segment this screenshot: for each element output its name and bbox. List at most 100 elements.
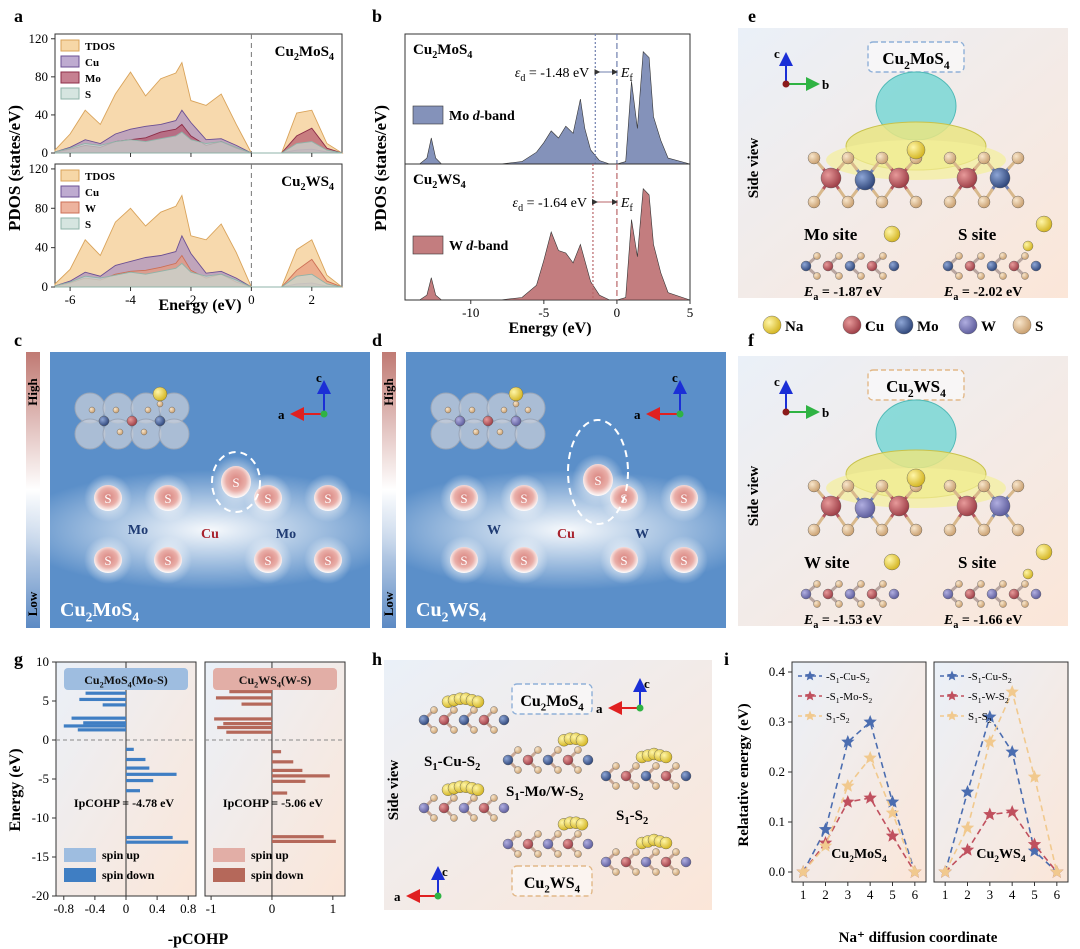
barrier-point	[863, 751, 877, 764]
s-lobe	[314, 547, 342, 573]
cohp-w-plot: Cu2WS4(W-S) IpCOHP = -5.06 eV spin up spin …	[204, 661, 346, 916]
s-atom	[1021, 600, 1029, 608]
s-atom	[514, 766, 522, 774]
barrier-point	[841, 779, 855, 792]
s-atom	[977, 523, 991, 537]
s-atom	[156, 400, 164, 408]
metal-atom	[986, 260, 998, 272]
metal-atom	[562, 754, 574, 766]
s-atom	[672, 762, 680, 770]
legend-label-w: W	[85, 203, 96, 215]
pdos-ylabel-a: PDOS (states/eV)	[5, 105, 24, 231]
s-atom	[875, 151, 889, 165]
na-atom	[883, 553, 901, 571]
pdos-area-s	[54, 131, 343, 154]
s-atom	[857, 580, 865, 588]
cohp-bar	[271, 760, 294, 764]
cohp-bar	[271, 768, 303, 773]
metal-atom	[866, 260, 878, 272]
cohp-bar	[102, 703, 126, 707]
legend-label: S1-S2	[968, 711, 992, 725]
metal-atom	[502, 754, 514, 766]
s-label: S	[264, 491, 271, 506]
path-label-3: S1-S2	[616, 808, 648, 827]
spin-down-swatch	[213, 868, 245, 882]
s-atom	[430, 706, 438, 714]
s-lobe	[154, 547, 182, 573]
fermi-label: Ef	[620, 196, 634, 214]
s-atom	[977, 272, 985, 280]
s-atom	[841, 195, 855, 209]
x-tick-label: -4	[125, 292, 136, 307]
cu-atom	[126, 415, 138, 427]
a-axis-label: a	[596, 701, 603, 716]
s-atom	[672, 868, 680, 876]
barrier-line	[944, 689, 1058, 873]
cohp-bar	[126, 747, 134, 751]
legend-swatch	[412, 105, 444, 125]
s-atom	[1011, 195, 1025, 209]
y-tick-label: 80	[35, 200, 48, 215]
energy-xlabel-a: Energy (eV)	[158, 297, 241, 314]
cu-atom	[820, 495, 842, 517]
x-tick-label: 5	[687, 305, 694, 320]
x-tick-label: 4	[1009, 887, 1016, 902]
metal-atom	[562, 838, 574, 850]
legend-na-atom	[762, 315, 782, 335]
legend-label-tdos: TDOS	[85, 41, 115, 53]
metal-atom	[502, 838, 514, 850]
x-tick-label: 3	[845, 887, 852, 902]
s-lobe	[510, 485, 538, 511]
s-atom	[112, 406, 120, 414]
s-lobe	[254, 485, 282, 511]
na-coord-xlabel: Na⁺ diffusion coordinate	[839, 930, 998, 946]
legend-label: -S1-Mo-S2	[826, 691, 872, 705]
mo-atom	[854, 169, 876, 191]
s-atom	[612, 782, 620, 790]
s-atom	[977, 479, 991, 493]
s-atom	[512, 400, 520, 408]
s-atom	[632, 848, 640, 856]
compound-box-w	[511, 865, 593, 897]
metal-atom	[640, 856, 652, 868]
compound-box-mo	[511, 683, 593, 715]
s-atom	[468, 406, 476, 414]
s-atom	[500, 406, 508, 414]
highlight-ellipse	[211, 451, 261, 513]
y-tick-label: 0.4	[769, 664, 786, 679]
y-tick-label: 0.2	[769, 764, 785, 779]
metal-atom	[800, 588, 812, 600]
s-atom	[813, 580, 821, 588]
metal-atom	[478, 714, 490, 726]
x-tick-label: 0	[123, 901, 130, 916]
s-atom	[875, 195, 889, 209]
s-atom	[470, 814, 478, 822]
barrier-point	[863, 791, 877, 804]
s-label: S	[104, 491, 111, 506]
metal-atom	[964, 260, 976, 272]
cohp-bar	[126, 757, 146, 762]
axis-origin	[434, 892, 442, 900]
cohp-bar	[214, 717, 272, 721]
barrier-point	[1050, 865, 1064, 878]
density-compound-label: Cu2WS4	[416, 599, 487, 625]
band-center-label: εd = -1.48 eV	[515, 66, 589, 84]
panel-g: g Energy (eV) Cu2MoS4(Mo-S) IpCOHP = -4.7…	[7, 649, 346, 948]
site-label-metal: W site	[804, 553, 850, 572]
legend-swatch	[60, 55, 80, 68]
barrier-point	[960, 785, 975, 798]
barrier-point	[983, 710, 997, 723]
y-tick-label: 40	[35, 107, 48, 122]
cohp-bar	[126, 772, 177, 776]
x-tick-label: 6	[912, 887, 919, 902]
metal-atom	[438, 714, 450, 726]
legend-mo-atom	[894, 315, 914, 335]
metal-atom	[418, 714, 430, 726]
s-atom	[514, 830, 522, 838]
panel-b: b PDOS (states/eV) εd = -1.48 eV Ef Cu2MoS…	[371, 6, 693, 337]
panel-label-e: e	[748, 6, 756, 26]
cohp-bar	[215, 696, 272, 700]
x-tick-label: -1	[206, 901, 217, 916]
cohp-title: Cu2WS4(W-S)	[239, 673, 311, 689]
site-label-metal: Mo site	[804, 225, 858, 244]
